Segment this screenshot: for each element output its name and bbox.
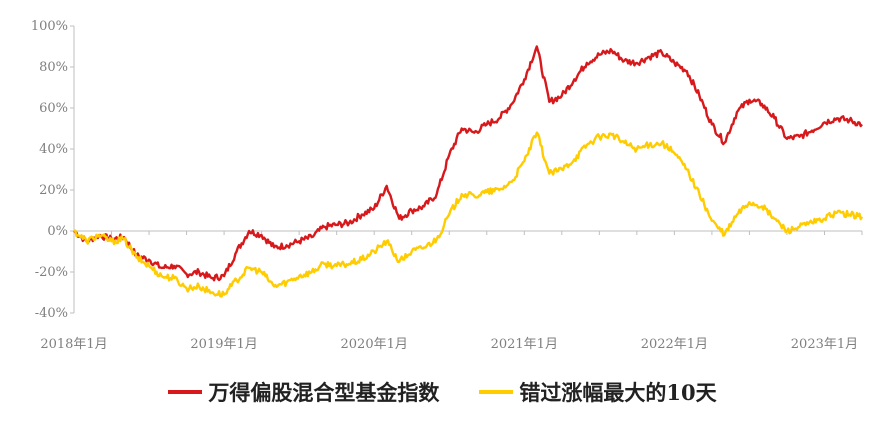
legend-label-missed-top10: 错过涨幅最大的10天 (519, 380, 717, 405)
y-tick-label: 20% (39, 183, 68, 198)
y-tick-label: -40% (35, 306, 68, 321)
legend: 万得偏股混合型基金指数 错过涨幅最大的10天 (0, 372, 885, 412)
y-tick-label: 100% (31, 19, 68, 34)
legend-item-fund-index: 万得偏股混合型基金指数 (168, 377, 439, 407)
legend-swatch-yellow (479, 390, 514, 394)
series-line-missed-top10 (73, 131, 864, 298)
legend-item-missed-top10: 错过涨幅最大的10天 (479, 377, 717, 407)
x-tick-label: 2019年1月 (190, 337, 257, 352)
y-tick-label: 60% (39, 101, 68, 116)
y-tick-label: 80% (39, 60, 68, 75)
x-tick-label: 2018年1月 (40, 337, 107, 352)
series-lines (73, 45, 864, 298)
x-tick-label: 2020年1月 (341, 337, 408, 352)
legend-swatch-red (168, 390, 203, 394)
y-tick-label: 0% (47, 224, 68, 239)
y-axis: -40% -20% 0% 20% 40% 60% 80% 100% (31, 19, 75, 321)
legend-label-fund-index: 万得偏股混合型基金指数 (208, 380, 440, 405)
line-chart: -40% -20% 0% 20% 40% 60% 80% 100% 2018年1月 2019年1… (31, 19, 864, 352)
x-axis: 2018年1月 2019年1月 2020年1月 2021年1月 2022年1月 2023年… (40, 230, 863, 352)
x-tick-label: 2021年1月 (491, 337, 558, 352)
series-line-fund-index (73, 45, 863, 282)
x-tick-label: 2022年1月 (641, 337, 708, 352)
x-tick-label: 2023年1月 (791, 337, 858, 352)
y-tick-label: 40% (39, 142, 68, 157)
y-tick-label: -20% (35, 265, 68, 280)
